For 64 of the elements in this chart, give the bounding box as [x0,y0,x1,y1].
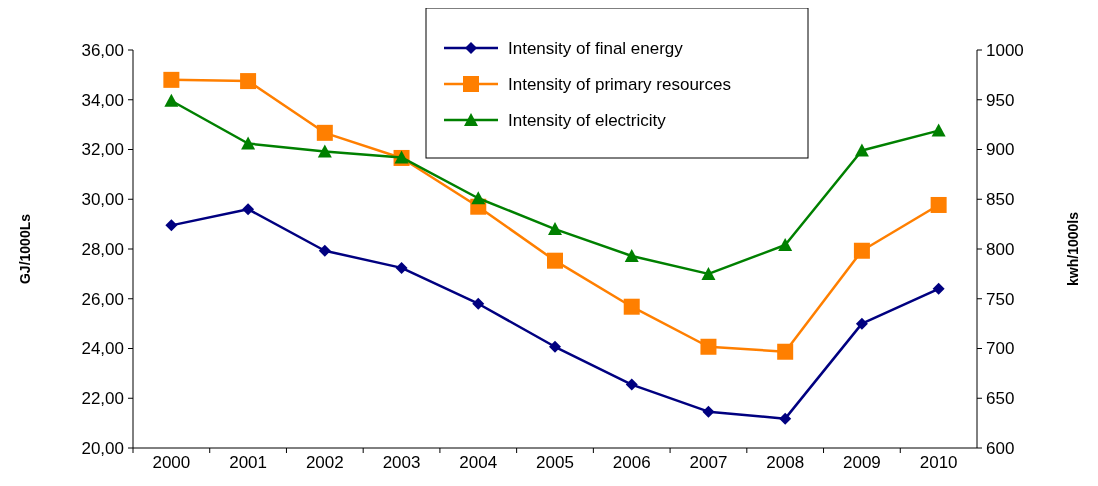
point [472,297,485,310]
y2-tick-label: 600 [986,438,1015,458]
y2-axis-title: kwh/1000ls [1065,211,1081,286]
point [164,93,179,107]
point [395,261,408,274]
y-tick-label: 34,00 [81,90,124,110]
point [930,196,947,213]
x-tick-label: 2001 [229,453,267,472]
point [471,191,486,205]
point [318,244,331,257]
y-tick-label: 28,00 [81,239,124,259]
x-tick-label: 2006 [612,453,651,472]
point [163,71,180,88]
x-tick-label: 2008 [766,453,805,472]
legend-label: Intensity of final energy [508,38,684,58]
legend-label: Intensity of primary resources [508,74,731,94]
y2-tick-label: 1000 [986,40,1024,60]
point [854,143,869,157]
point [549,340,561,353]
point [853,242,870,259]
y2-tick-label: 900 [986,140,1015,160]
point [624,248,639,262]
x-tick-label: 2003 [382,453,421,472]
point [932,282,945,295]
point [240,73,257,90]
x-tick-label: 2002 [305,453,344,472]
x-tick-label: 2009 [843,453,881,472]
point [778,238,793,252]
y-tick-label: 36,00 [81,40,124,60]
point [623,298,640,315]
point [625,378,638,391]
x-tick-label: 2007 [689,453,728,472]
y2-tick-label: 950 [986,90,1015,110]
point [931,123,946,137]
y-tick-label: 24,00 [81,339,124,359]
y2-tick-label: 700 [986,339,1015,359]
x-tick-label: 2005 [536,453,574,472]
point [241,136,256,150]
point [317,144,332,158]
y-tick-label: 20,00 [81,438,124,458]
point [316,124,333,141]
legend-label: Intensity of electricity [508,110,667,130]
y-tick-label: 32,00 [81,140,124,160]
point [548,222,562,236]
y2-tick-label: 750 [986,289,1015,309]
y-tick-label: 30,00 [81,190,124,210]
point [700,338,717,355]
y-tick-label: 22,00 [81,389,124,409]
point [702,405,715,418]
x-tick-label: 2000 [152,453,191,472]
y-tick-label: 26,00 [81,289,124,309]
point [701,266,716,280]
x-tick-label: 2004 [459,453,498,472]
point [242,203,255,216]
x-tick-label: 2010 [919,453,958,472]
y-axis-title: GJ/1000Ls [17,213,33,285]
point [855,317,868,330]
y2-tick-label: 650 [986,389,1015,409]
point [779,412,792,425]
point [547,252,563,269]
point [777,343,794,360]
point [165,219,178,232]
y2-tick-label: 800 [986,239,1015,259]
y2-tick-label: 850 [986,190,1015,210]
